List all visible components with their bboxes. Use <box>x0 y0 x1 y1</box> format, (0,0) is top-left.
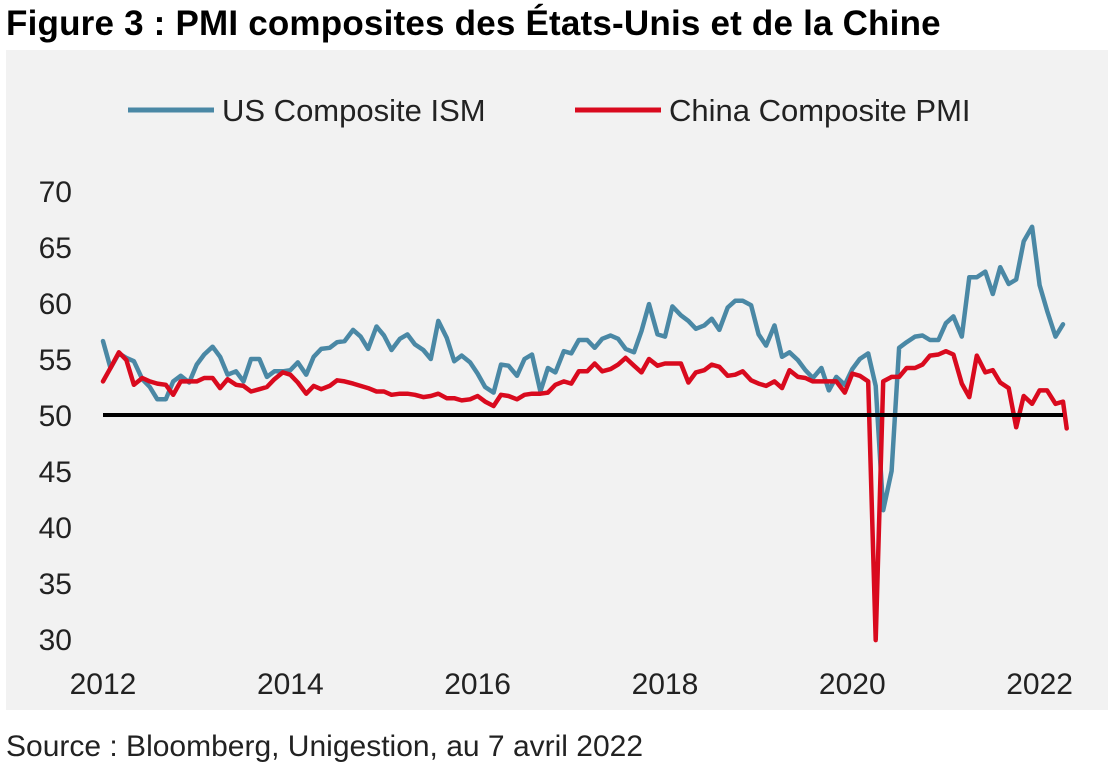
x-tick-label: 2022 <box>1006 668 1073 701</box>
legend-label: US Composite ISM <box>222 93 486 128</box>
source-note: Source : Bloomberg, Unigestion, au 7 avr… <box>6 730 644 763</box>
series-line-china-composite-pmi <box>100 348 1069 643</box>
y-tick-label: 35 <box>39 568 72 601</box>
figure-title: Figure 3 : PMI composites des États-Unis… <box>6 4 941 43</box>
x-tick-label: 2020 <box>819 668 886 701</box>
legend: US Composite ISM China Composite PMI <box>128 93 971 128</box>
y-axis-ticks: 70 65 60 55 50 45 40 35 30 <box>39 176 72 657</box>
series-lines <box>100 224 1069 643</box>
legend-label: China Composite PMI <box>669 93 971 128</box>
x-axis-ticks: 2012 2014 2016 2018 2020 2022 <box>70 668 1073 701</box>
y-tick-label: 55 <box>39 344 72 377</box>
y-tick-label: 50 <box>39 400 72 433</box>
y-tick-label: 40 <box>39 512 72 545</box>
y-tick-label: 65 <box>39 232 72 265</box>
y-tick-label: 30 <box>39 624 72 657</box>
series-line-us-composite-ism <box>100 224 1066 513</box>
y-tick-label: 60 <box>39 288 72 321</box>
x-tick-label: 2012 <box>70 668 137 701</box>
x-tick-label: 2018 <box>632 668 699 701</box>
y-tick-label: 70 <box>39 176 72 209</box>
y-tick-label: 45 <box>39 456 72 489</box>
x-tick-label: 2016 <box>444 668 511 701</box>
x-tick-label: 2014 <box>257 668 324 701</box>
